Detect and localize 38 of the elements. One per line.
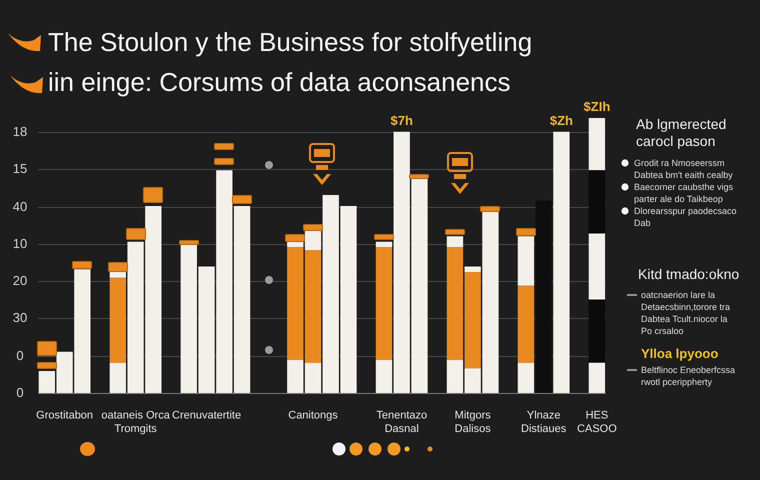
annotation: $ZIh xyxy=(584,99,610,114)
x-tick-label: Crenuvatertite xyxy=(172,410,242,422)
text: 0 xyxy=(16,348,24,364)
x-tick-label: Mitgors Dalisos xyxy=(454,410,492,435)
x-tick-label: Tenentazo Dasnal xyxy=(376,410,428,435)
text: 40 xyxy=(12,199,28,214)
annotation: $Zh xyxy=(550,113,574,128)
text: oatcnaerion lare la Detaecsbinn,torore tra Dabtea Tcult.niocor la Po crsaloo xyxy=(641,289,730,337)
annotation: $7h xyxy=(390,112,413,128)
text: 15 xyxy=(12,161,28,176)
bar xyxy=(553,132,570,393)
text: Ylloa lpyooo xyxy=(641,346,718,362)
text: 18 xyxy=(12,124,28,140)
text: Ab lgmerected carocl pason xyxy=(636,116,726,150)
text: 30 xyxy=(12,310,28,326)
bar xyxy=(536,200,552,393)
bar xyxy=(588,362,606,393)
text: 20 xyxy=(12,273,28,288)
x-tick-label: oataneis Orca Tromgits xyxy=(101,410,171,435)
x-tick-label: Ylnaze Distiaues xyxy=(521,410,567,435)
bar xyxy=(110,278,126,363)
x-tick-label: Canitongs xyxy=(288,410,338,422)
text: Kitd tmado:okno xyxy=(638,266,740,283)
text: 0 xyxy=(16,385,24,400)
bar xyxy=(376,247,392,360)
text: Baecorner caubsthe vigs parter ale do Taikbeop xyxy=(634,181,734,205)
bar xyxy=(588,234,606,300)
bar xyxy=(588,118,606,170)
text: 10 xyxy=(12,236,28,252)
bar xyxy=(518,286,534,363)
text: Dlorearsspur paodecsaco Dab xyxy=(634,205,737,229)
chart-title: The Stoulon y the Business for stolfyetling iin einge: Corsums of data aconsanencs xyxy=(48,26,532,99)
text: Beltflinoc Eneoberfcssa rwotl pcerippherty xyxy=(641,364,736,388)
x-tick-label: Grostitabon xyxy=(36,410,94,422)
bar xyxy=(588,170,606,234)
bar xyxy=(518,362,534,393)
x-tick-label: HES CASOO xyxy=(577,410,618,435)
text: Grodit ra Nmoseerssm Dabtea bm't eaith cealby xyxy=(634,157,733,181)
